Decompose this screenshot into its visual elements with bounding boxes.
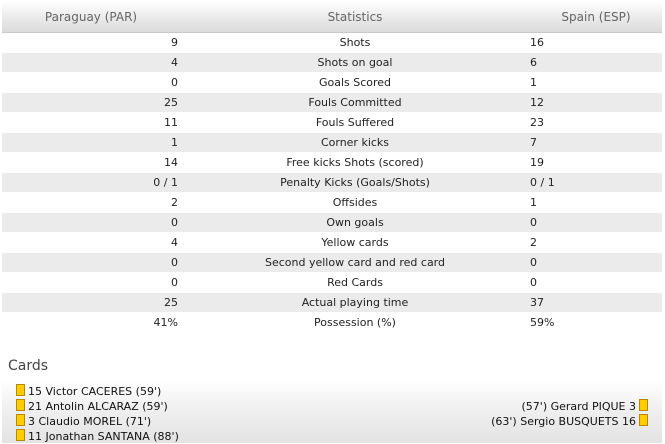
stat-value-right: 0	[530, 272, 662, 293]
stat-value-left: 0 / 1	[2, 172, 180, 193]
stat-row: 0 / 1 Penalty Kicks (Goals/Shots) 0 / 1	[2, 172, 662, 193]
header-team-right: Spain (ESP)	[530, 2, 662, 33]
stat-value-left: 9	[2, 32, 180, 53]
card-player-label: (57') Gerard PIQUE 3	[521, 400, 637, 413]
cards-list-left: 15 Victor CACERES (59') 21 Antolin ALCARA…	[16, 384, 179, 444]
stat-row: 25 Fouls Committed 12	[2, 92, 662, 113]
header-statistics: Statistics	[180, 2, 530, 33]
stat-value-left: 14	[2, 152, 180, 173]
stat-value-left: 25	[2, 92, 180, 113]
card-entry: 11 Jonathan SANTANA (88')	[16, 429, 179, 444]
stat-label: Second yellow card and red card	[180, 252, 530, 273]
stat-row: 4 Yellow cards 2	[2, 232, 662, 253]
stat-value-left: 0	[2, 72, 180, 93]
yellow-card-icon	[16, 399, 25, 411]
stat-label: Shots on goal	[180, 52, 530, 73]
stat-value-right: 19	[530, 152, 662, 173]
stat-label: Fouls Suffered	[180, 112, 530, 133]
stat-row: 2 Offsides 1	[2, 192, 662, 213]
stat-value-right: 0	[530, 212, 662, 233]
stat-value-right: 0 / 1	[530, 172, 662, 193]
stat-row: 0 Goals Scored 1	[2, 72, 662, 93]
stat-row: 1 Corner kicks 7	[2, 132, 662, 153]
yellow-card-icon	[16, 429, 25, 441]
stats-header-row: Paraguay (PAR) Statistics Spain (ESP)	[2, 2, 662, 33]
stat-row: 14 Free kicks Shots (scored) 19	[2, 152, 662, 173]
stat-row: 0 Own goals 0	[2, 212, 662, 233]
card-player-label: 15 Victor CACERES (59')	[28, 385, 162, 398]
stat-label: Possession (%)	[180, 312, 530, 333]
stat-label: Actual playing time	[180, 292, 530, 313]
stat-value-left: 1	[2, 132, 180, 153]
stat-value-right: 2	[530, 232, 662, 253]
stat-label: Goals Scored	[180, 72, 530, 93]
stat-label: Corner kicks	[180, 132, 530, 153]
stat-row: 41% Possession (%) 59%	[2, 312, 662, 333]
card-player-label: 3 Claudio MOREL (71')	[28, 415, 152, 428]
stat-value-left: 11	[2, 112, 180, 133]
card-player-label: 21 Antolin ALCARAZ (59')	[28, 400, 168, 413]
yellow-card-icon	[16, 414, 25, 426]
card-entry: 3 Claudio MOREL (71')	[16, 414, 179, 429]
cards-spacer	[491, 384, 648, 399]
stat-label: Offsides	[180, 192, 530, 213]
stat-label: Penalty Kicks (Goals/Shots)	[180, 172, 530, 193]
card-entry: (57') Gerard PIQUE 3	[491, 399, 648, 414]
stat-value-left: 4	[2, 232, 180, 253]
yellow-card-icon	[16, 384, 25, 396]
stat-row: 0 Second yellow card and red card 0	[2, 252, 662, 273]
stat-value-left: 4	[2, 52, 180, 73]
stat-value-right: 7	[530, 132, 662, 153]
header-team-left: Paraguay (PAR)	[2, 2, 180, 33]
stat-value-right: 1	[530, 192, 662, 213]
stat-label: Yellow cards	[180, 232, 530, 253]
stat-value-right: 16	[530, 32, 662, 53]
stat-row: 11 Fouls Suffered 23	[2, 112, 662, 133]
stat-label: Red Cards	[180, 272, 530, 293]
stat-value-right: 6	[530, 52, 662, 73]
stat-value-left: 2	[2, 192, 180, 213]
stats-body: 9 Shots 16 4 Shots on goal 6 0 Goals Scored 1 25 F…	[2, 32, 662, 333]
yellow-card-icon	[639, 414, 648, 426]
card-player-label: 11 Jonathan SANTANA (88')	[28, 430, 179, 443]
stat-value-left: 41%	[2, 312, 180, 333]
card-entry: 21 Antolin ALCARAZ (59')	[16, 399, 179, 414]
stat-value-right: 23	[530, 112, 662, 133]
stat-value-right: 37	[530, 292, 662, 313]
stat-row: 4 Shots on goal 6	[2, 52, 662, 73]
stat-row: 0 Red Cards 0	[2, 272, 662, 293]
stat-label: Free kicks Shots (scored)	[180, 152, 530, 173]
stat-value-left: 0	[2, 212, 180, 233]
stat-label: Shots	[180, 32, 530, 53]
stat-value-right: 0	[530, 252, 662, 273]
stat-value-right: 1	[530, 72, 662, 93]
cards-panel: 15 Victor CACERES (59') 21 Antolin ALCARA…	[2, 381, 662, 443]
card-entry: (63') Sergio BUSQUETS 16	[491, 414, 648, 429]
stat-row: 25 Actual playing time 37	[2, 292, 662, 313]
stat-value-left: 0	[2, 272, 180, 293]
stat-value-right: 59%	[530, 312, 662, 333]
stat-value-left: 0	[2, 252, 180, 273]
stat-value-right: 12	[530, 92, 662, 113]
cards-list-right: (57') Gerard PIQUE 3 (63') Sergio BUSQUET…	[491, 384, 648, 429]
stat-label: Own goals	[180, 212, 530, 233]
card-entry: 15 Victor CACERES (59')	[16, 384, 179, 399]
stat-value-left: 25	[2, 292, 180, 313]
stat-label: Fouls Committed	[180, 92, 530, 113]
stat-row: 9 Shots 16	[2, 32, 662, 53]
card-player-label: (63') Sergio BUSQUETS 16	[491, 415, 636, 428]
yellow-card-icon	[639, 399, 648, 411]
cards-section-title: Cards	[8, 358, 49, 374]
